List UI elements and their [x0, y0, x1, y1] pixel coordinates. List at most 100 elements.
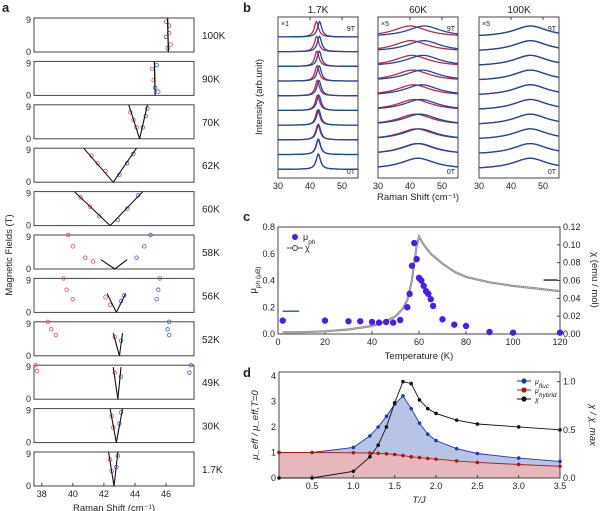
blue-spectrum-trace: [278, 153, 358, 170]
xtick-label: 120: [552, 337, 567, 347]
ytick-label: 0: [26, 351, 31, 361]
red-point: [107, 302, 113, 308]
ytick-label: 9: [26, 102, 31, 112]
xtick-label: 50: [538, 181, 548, 191]
y-axis-right-label: χ (emu / mol): [589, 252, 600, 308]
chi-point: [454, 418, 459, 422]
blue-fit-line: [167, 17, 169, 53]
mu-fluc-point: [425, 432, 430, 436]
xtick-label: 2.0: [430, 481, 443, 491]
blue-spectrum-trace: [478, 69, 560, 81]
xtick-label: 0: [275, 337, 280, 347]
mu-ph-point: [425, 290, 432, 298]
blue-fit-line: [139, 104, 148, 139]
chi-point: [409, 381, 414, 386]
field-label-top: 9T: [447, 26, 456, 33]
red-point: [33, 363, 38, 368]
red-fit-line: [109, 408, 117, 443]
ytick-right-label: 0.10: [563, 240, 581, 250]
legend-label: μfluc: [534, 379, 550, 390]
field-subplot-30K: 9 0 30K: [26, 406, 220, 448]
panel-letter-a: a: [2, 0, 10, 15]
blue-spectrum-trace: [378, 113, 458, 124]
xtick-label: 30: [474, 181, 484, 191]
mu-fluc-point: [351, 445, 356, 450]
panel-letter-c: c: [243, 209, 250, 224]
blue-fit-line: [117, 367, 122, 400]
ytick-label: 0: [26, 134, 31, 144]
mu-ph-point: [408, 262, 416, 269]
xtick-label: 20: [320, 337, 330, 347]
blue-spectrum-trace: [479, 157, 560, 169]
ytick-right-label: 0.08: [563, 258, 581, 268]
legend-marker-mu-ph: [292, 234, 298, 240]
blue-point: [188, 363, 194, 368]
red-point: [166, 30, 172, 36]
ytick-left-label: 0.4: [262, 276, 275, 286]
xtick-label: 40: [68, 489, 78, 499]
scale-factor-label: ×5: [482, 21, 490, 28]
ytick-label: 9: [26, 319, 31, 329]
xtick-label: 46: [161, 489, 171, 499]
mu-ph-point: [375, 319, 383, 326]
blue-spectrum-trace: [377, 128, 459, 139]
blue-point: [156, 89, 161, 94]
field-subplot-56K: 9 0 56K: [26, 275, 220, 317]
xtick-label: 2.5: [471, 481, 484, 491]
legend-marker-chi: [292, 245, 298, 251]
scale-factor-label: ×1: [281, 21, 289, 28]
temperature-label: 62K: [202, 161, 220, 172]
blue-spectrum-trace: [478, 98, 560, 110]
blue-spectrum-trace: [377, 69, 459, 80]
ytick-right-label: 0.0: [563, 473, 576, 483]
ytick-label: 0: [26, 177, 31, 187]
chi-line: [279, 381, 561, 479]
subplot-frame: [377, 16, 459, 179]
ytick-label: 0: [26, 264, 31, 274]
spectra-subplot-1.7K: 1.7K ×1 9T 0T 30 40 50: [273, 5, 359, 191]
mu-hybrid-point: [401, 453, 405, 458]
blue-point: [163, 34, 169, 40]
ytick-left-label: 0: [271, 473, 276, 483]
xtick-label: 44: [130, 489, 140, 499]
blue-spectrum-trace: [479, 142, 560, 154]
xtick-label: 3.5: [554, 481, 567, 491]
subplot-frame: [33, 147, 195, 183]
mu-fluc-point: [454, 446, 459, 451]
mu-ph-point: [357, 318, 364, 325]
mu-fluc-point: [516, 456, 521, 460]
spectra-subplot-60K: 60K ×5 9T 0T 30 40 50: [373, 5, 459, 191]
panel-a: a90100K9090K9070K9062K9060K9058K9056K905…: [2, 0, 226, 511]
ytick-label: 0: [26, 90, 31, 100]
chi-point: [277, 476, 281, 480]
blue-spectrum-trace: [278, 138, 358, 156]
field-subplot-58K: 9 0 58K: [26, 232, 220, 274]
mu-fluc-point: [434, 438, 438, 443]
subplot-title: 1.7K: [308, 5, 329, 16]
mu-ph-point: [509, 329, 517, 336]
ytick-left-label: 0.8: [262, 222, 275, 232]
red-fit-line: [112, 367, 119, 400]
ytick-left-label: 3: [271, 397, 276, 407]
chi-point: [351, 469, 356, 474]
blue-spectrum-trace: [377, 98, 459, 110]
mu-ph-point: [420, 282, 427, 290]
mu-fluc-line: [279, 395, 561, 462]
xtick-label: 42: [99, 489, 109, 499]
mu-ph-point: [462, 322, 470, 330]
chi-point: [475, 422, 480, 426]
mu-hybrid-point: [368, 451, 372, 455]
field-label-top: 9T: [548, 26, 557, 33]
plot-frame: [278, 371, 561, 479]
field-label-bottom: 0T: [548, 169, 557, 176]
ytick-left-label: 0.0: [262, 329, 275, 339]
legend-label-chi: χ: [305, 243, 310, 253]
xtick-label: 50: [437, 181, 447, 191]
blue-spectrum-trace: [278, 93, 358, 112]
mu-ph-point: [397, 316, 404, 324]
blue-point: [165, 327, 170, 332]
y-axis-label: Intensity (arb.unit): [254, 59, 265, 135]
x-axis-label: Raman Shift (cm⁻¹): [73, 503, 155, 511]
legend-marker: [521, 387, 527, 393]
